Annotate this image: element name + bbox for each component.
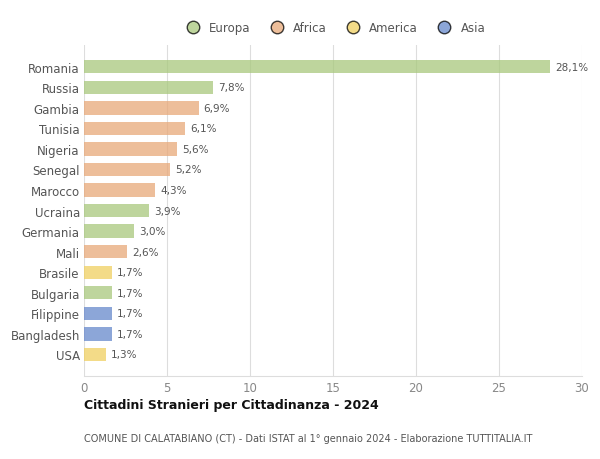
Bar (84, 204, 149, 218)
Bar (84, 184, 155, 197)
Bar (84, 61, 550, 74)
Text: 1,7%: 1,7% (117, 268, 144, 278)
Bar (84, 348, 106, 361)
Legend: Europa, Africa, America, Asia: Europa, Africa, America, Asia (177, 19, 489, 39)
Bar (84, 102, 199, 115)
Text: 3,0%: 3,0% (139, 227, 165, 237)
Text: 5,2%: 5,2% (175, 165, 202, 175)
Text: 28,1%: 28,1% (556, 62, 589, 73)
Bar (84, 225, 134, 238)
Text: 1,7%: 1,7% (117, 288, 144, 298)
Text: Cittadini Stranieri per Cittadinanza - 2024: Cittadini Stranieri per Cittadinanza - 2… (84, 398, 379, 412)
Text: 4,3%: 4,3% (160, 185, 187, 196)
Bar (84, 246, 127, 259)
Bar (84, 328, 112, 341)
Bar (84, 307, 112, 320)
Text: 1,7%: 1,7% (117, 309, 144, 319)
Text: 6,9%: 6,9% (203, 104, 230, 113)
Bar (84, 266, 112, 280)
Text: 2,6%: 2,6% (132, 247, 158, 257)
Text: 3,9%: 3,9% (154, 206, 180, 216)
Text: COMUNE DI CALATABIANO (CT) - Dati ISTAT al 1° gennaio 2024 - Elaborazione TUTTIT: COMUNE DI CALATABIANO (CT) - Dati ISTAT … (84, 433, 532, 442)
Bar (84, 143, 177, 156)
Bar (84, 163, 170, 177)
Bar (84, 81, 214, 95)
Bar (84, 286, 112, 300)
Text: 1,7%: 1,7% (117, 329, 144, 339)
Bar (84, 123, 185, 136)
Text: 7,8%: 7,8% (218, 83, 245, 93)
Text: 1,3%: 1,3% (110, 350, 137, 360)
Text: 6,1%: 6,1% (190, 124, 217, 134)
Text: 5,6%: 5,6% (182, 145, 208, 155)
